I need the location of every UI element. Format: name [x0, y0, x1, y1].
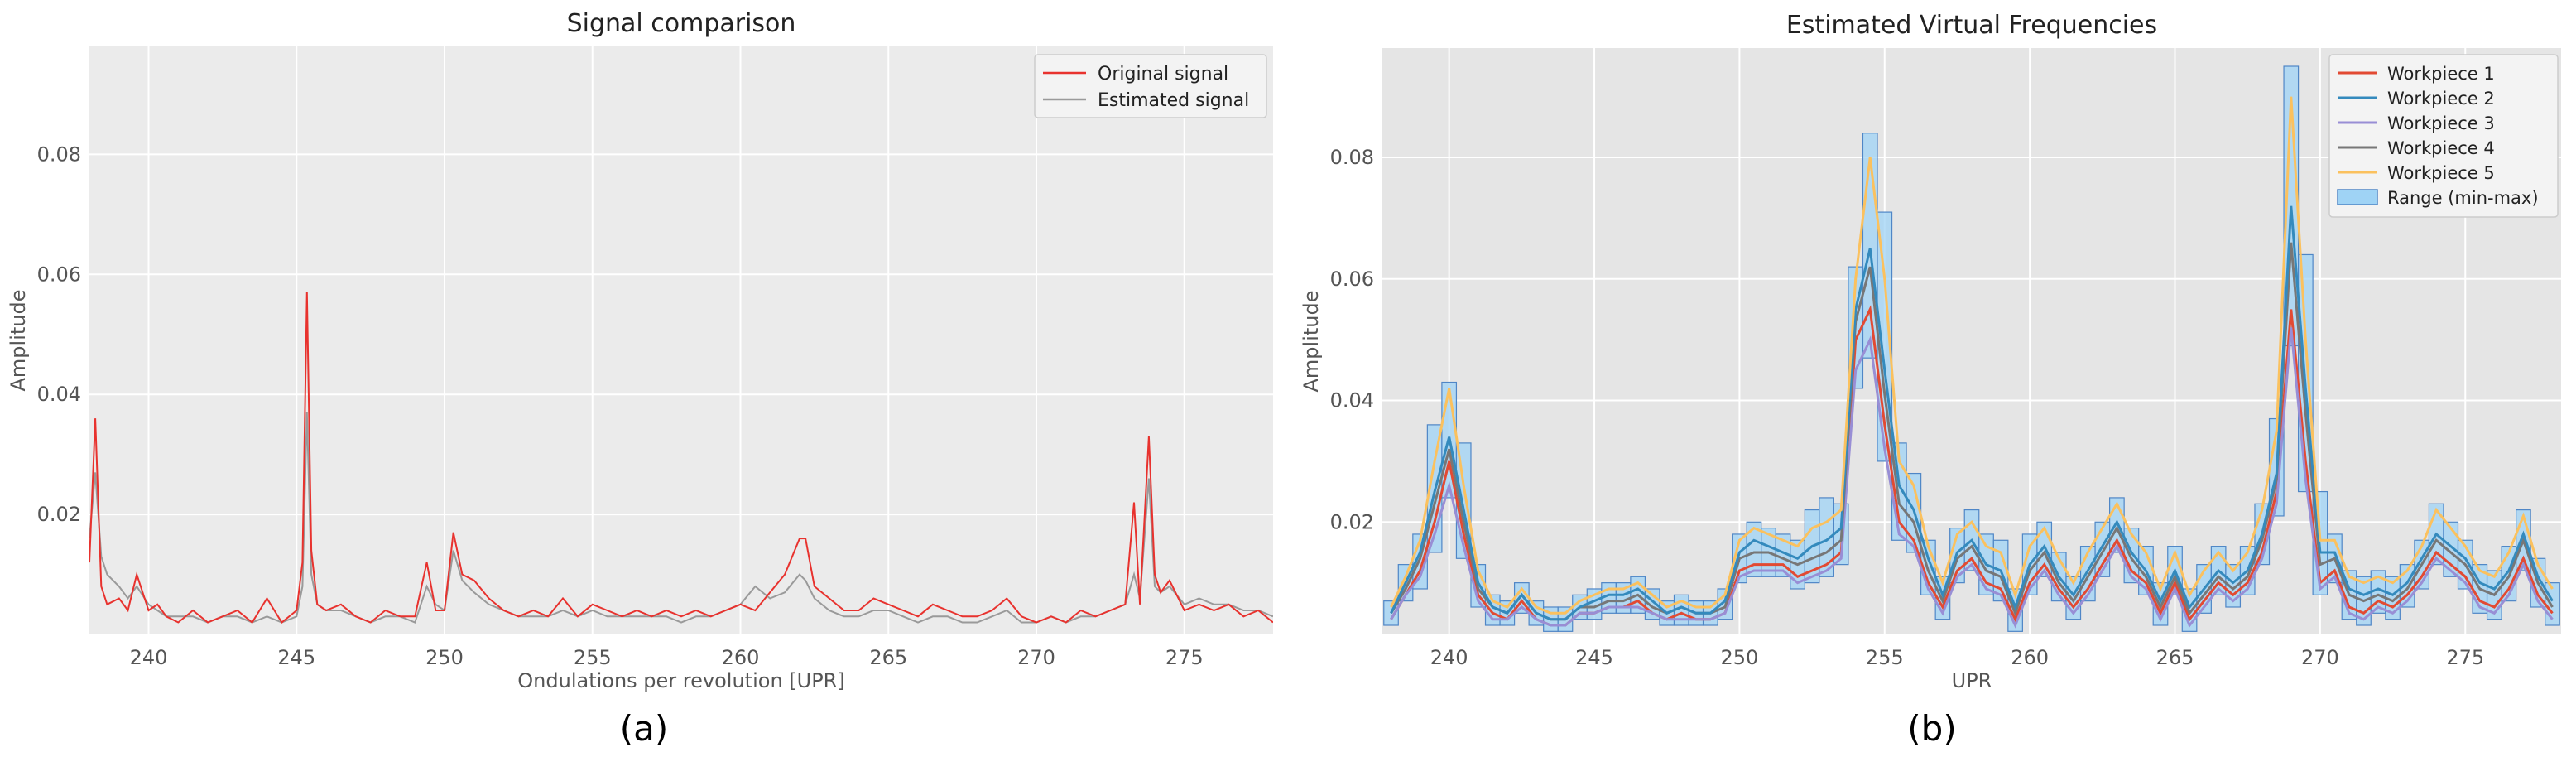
chart-b-xtick-label: 255: [1866, 646, 1904, 669]
panel-b: 240 245 250 255 260 265 270 275 0.02 0.04 0.06 0.08…: [1288, 0, 2576, 757]
series-line-workpiece-5: [1390, 96, 2554, 615]
legend-label: Estimated signal: [1098, 90, 1249, 111]
chart-a-xtick-label: 255: [574, 646, 612, 669]
chart-a-xtick-label: 250: [425, 646, 464, 669]
panel-a: 240 245 250 255 260 265 270 275 0.02 0.04 0.06 0.08…: [7, 9, 1273, 749]
chart-b-xtick-label: 275: [2446, 646, 2484, 669]
workpiece-lines: [1390, 96, 2554, 629]
legend-label: Range (min-max): [2387, 188, 2539, 208]
chart-b-xlabel: UPR: [1952, 669, 1992, 692]
chart-a-xtick-label: 260: [722, 646, 760, 669]
chart-a-xtick-label: 275: [1165, 646, 1204, 669]
chart-b-xtick-label: 265: [2156, 646, 2194, 669]
series-line-workpiece-2: [1390, 205, 2554, 621]
series-line-estimated-signal: [89, 412, 1273, 624]
caption-a: (a): [619, 708, 669, 749]
caption-b: (b): [1907, 708, 1957, 749]
chart-a-xtick-label: 240: [130, 646, 168, 669]
chart-b-xtick-label: 260: [2011, 646, 2049, 669]
chart-b-xtick-label: 240: [1430, 646, 1468, 669]
chart-b-title: Estimated Virtual Frequencies: [1786, 11, 2157, 40]
chart-b-ytick-label: 0.06: [1330, 268, 1374, 291]
chart-b-legend: Workpiece 1 Workpiece 2 Workpiece 3 Workpie…: [2328, 54, 2559, 218]
legend-label: Workpiece 5: [2387, 163, 2495, 183]
chart-a-ytick-label: 0.08: [37, 142, 81, 166]
chart-b-xtick-label: 250: [1721, 646, 1759, 669]
chart-a-ytick-label: 0.04: [37, 383, 81, 406]
legend-box: [2328, 54, 2559, 218]
chart-a-xtick-label: 265: [869, 646, 907, 669]
chart-a-legend: Original signal Estimated signal: [1034, 54, 1267, 118]
legend-label: Workpiece 4: [2387, 138, 2495, 158]
chart-b-ylabel: Amplitude: [1300, 291, 1323, 393]
chart-a-plot-area: [89, 46, 1273, 634]
chart-b-ytick-label: 0.08: [1330, 146, 1374, 169]
chart-b-ytick-label: 0.02: [1330, 510, 1374, 533]
chart-a-title: Signal comparison: [567, 9, 796, 38]
legend-label: Workpiece 1: [2387, 64, 2495, 84]
chart-a-xtick-label: 270: [1017, 646, 1055, 669]
chart-b-xtick-label: 270: [2301, 646, 2339, 669]
chart-b-xtick-label: 245: [1575, 646, 1613, 669]
legend-swatch: [2337, 189, 2378, 205]
chart-a-ylabel: Amplitude: [7, 290, 30, 392]
series-line-workpiece-3: [1390, 327, 2554, 629]
legend-label: Original signal: [1098, 64, 1228, 84]
chart-a-ytick-label: 0.06: [37, 263, 81, 286]
chart-b-ytick-label: 0.04: [1330, 389, 1374, 412]
legend-box: [1034, 54, 1267, 118]
chart-a-ytick-label: 0.02: [37, 503, 81, 526]
series-line-workpiece-4: [1390, 242, 2554, 621]
legend-label: Workpiece 3: [2387, 113, 2495, 133]
series-line-original-signal: [89, 292, 1273, 624]
chart-a: 240 245 250 255 260 265 270 275 0.02 0.04 0.06 0.08…: [7, 9, 1273, 692]
chart-a-xtick-label: 245: [277, 646, 315, 669]
legend-label: Workpiece 2: [2387, 89, 2495, 108]
chart-a-xlabel: Ondulations per revolution [UPR]: [517, 669, 844, 692]
chart-b: 240 245 250 255 260 265 270 275 0.02 0.04 0.06 0.08…: [1300, 11, 2561, 692]
